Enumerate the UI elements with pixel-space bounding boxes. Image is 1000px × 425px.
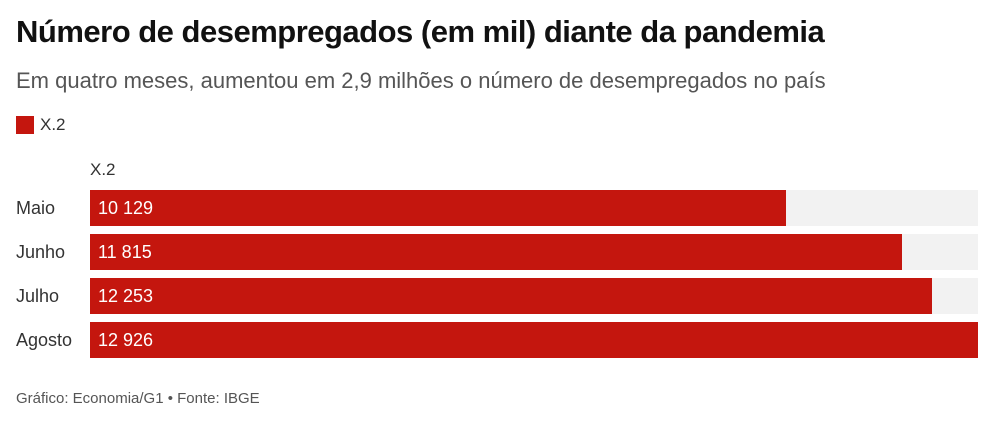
bar-track: 11 815: [90, 234, 978, 270]
category-label: Junho: [16, 242, 66, 262]
category-label: Maio: [16, 198, 56, 218]
legend-label: X.2: [40, 115, 66, 134]
chart-footer: Gráfico: Economia/G1 • Fonte: IBGE: [16, 390, 260, 407]
bar: 10 129: [90, 190, 786, 226]
bar: 11 815: [90, 234, 902, 270]
chart-title: Número de desempregados (em mil) diante …: [16, 14, 825, 49]
bar-row: Maio 10 129: [0, 186, 1000, 226]
chart-subtitle: Em quatro meses, aumentou em 2,9 milhões…: [16, 68, 826, 93]
bar-row: Julho 12 253: [0, 274, 1000, 314]
series-header: X.2: [90, 160, 116, 179]
legend-swatch: [16, 116, 34, 134]
bar-chart: Maio 10 129 Junho 11 815 Julho 12 253 Agosto 12…: [0, 186, 1000, 364]
bar-value-label: 12 253: [98, 286, 154, 306]
category-label: Agosto: [16, 330, 73, 350]
bar-value-label: 10 129: [98, 198, 154, 218]
bar-row: Junho 11 815: [0, 230, 1000, 270]
bar-row: Agosto 12 926: [0, 318, 1000, 358]
bar-track: 12 253: [90, 278, 978, 314]
bar: 12 926: [90, 322, 978, 358]
bar-value-label: 12 926: [98, 330, 154, 350]
bar: 12 253: [90, 278, 932, 314]
legend: X.2: [16, 115, 66, 135]
bar-track: 12 926: [90, 322, 978, 358]
bar-value-label: 11 815: [98, 242, 152, 262]
bar-track: 10 129: [90, 190, 978, 226]
category-label: Julho: [16, 286, 60, 306]
